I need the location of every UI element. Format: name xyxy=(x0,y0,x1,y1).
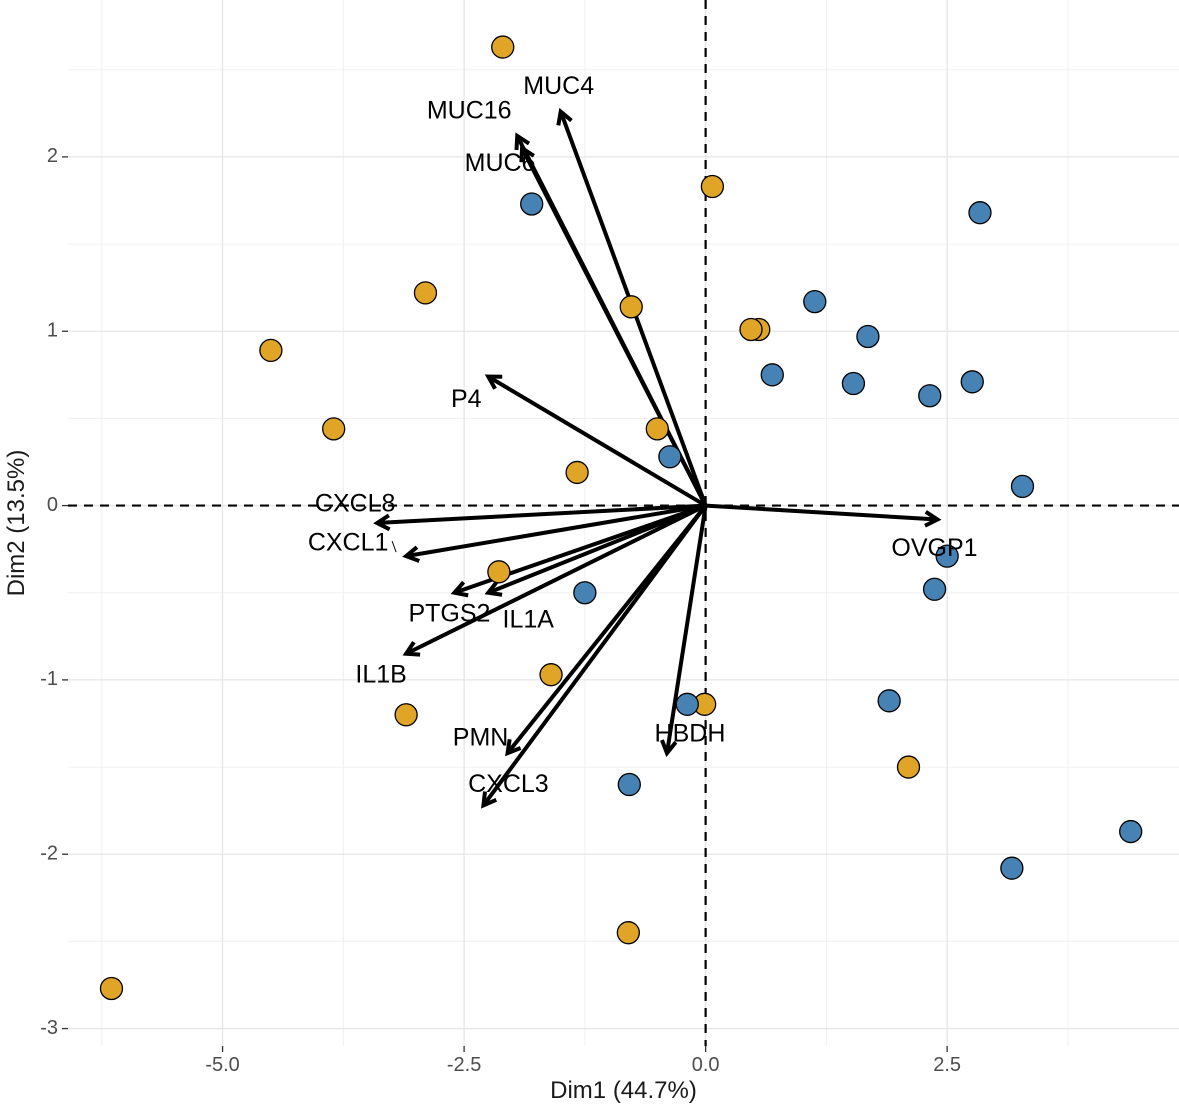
data-point xyxy=(968,201,992,225)
variable-label-il1a: IL1A xyxy=(503,605,555,633)
data-point xyxy=(856,324,880,349)
label-leader-line xyxy=(391,540,397,553)
x-axis-title: Dim1 (44.7%) xyxy=(550,1077,697,1104)
data-point xyxy=(573,581,597,605)
variable-label-hbdh: HBDH xyxy=(655,720,726,748)
data-point xyxy=(896,755,921,779)
y-axis-title: Dim2 (13.5%) xyxy=(3,450,30,597)
data-point xyxy=(619,295,643,319)
y-tick-label: -2 xyxy=(40,843,58,865)
variable-label-cxcl8: CXCL8 xyxy=(315,490,396,518)
variable-label-muc6: MUC6 xyxy=(465,149,536,177)
arrow-shaft xyxy=(487,503,707,595)
data-point xyxy=(803,289,827,314)
variable-label-muc16: MUC16 xyxy=(427,97,512,125)
data-point xyxy=(413,281,438,305)
y-tick-label: 0 xyxy=(47,494,58,516)
arrow-head xyxy=(484,580,503,597)
variable-label-pmn: PMN xyxy=(453,724,509,752)
data-point xyxy=(1010,474,1035,499)
data-point xyxy=(99,976,124,1001)
x-tick-label: -5.0 xyxy=(205,1054,239,1076)
data-point xyxy=(760,363,784,387)
data-point xyxy=(841,371,866,396)
variable-label-cxcl3: CXCL3 xyxy=(468,770,549,798)
data-point xyxy=(565,460,589,485)
arrow-shaft xyxy=(487,374,707,508)
arrow-head xyxy=(402,640,421,657)
arrow-p4 xyxy=(484,374,707,508)
data-point xyxy=(1119,819,1143,844)
arrow-ovgp1 xyxy=(705,503,942,528)
arrow-shaft xyxy=(481,504,708,807)
arrow-head xyxy=(505,738,522,757)
data-point xyxy=(617,772,641,797)
y-tick-label: -3 xyxy=(40,1017,58,1039)
arrow-head xyxy=(660,739,678,758)
data-point xyxy=(394,703,418,727)
arrow-cxcl3 xyxy=(481,504,708,809)
arrow-head xyxy=(514,132,531,151)
data-point xyxy=(918,384,942,408)
data-point xyxy=(960,370,984,394)
arrow-head xyxy=(484,374,503,390)
arrow-cxcl1 xyxy=(402,503,706,563)
arrow-cxcl8 xyxy=(373,503,706,532)
reference-lines xyxy=(68,0,1179,1046)
arrow-muc6 xyxy=(519,144,708,507)
arrow-il1b xyxy=(402,503,707,657)
data-point xyxy=(616,921,640,945)
axis-ticks: -5.0 -2.5 0.0 2.5 -3 -2 -1 0 1 2 xyxy=(40,145,961,1076)
data-point xyxy=(739,317,763,342)
variable-labels: MUC4 MUC16 MUC6 P4 CXCL8 CXCL1 PTGS2 IL1A IL1B PM… xyxy=(308,72,978,798)
x-tick-label: -2.5 xyxy=(447,1054,481,1076)
data-point xyxy=(700,174,725,199)
arrow-head xyxy=(519,144,535,163)
arrow-head xyxy=(481,791,498,809)
data-point xyxy=(658,445,682,469)
data-point xyxy=(322,417,346,441)
arrow-hbdh xyxy=(660,505,708,758)
variable-label-ptgs2: PTGS2 xyxy=(408,599,490,627)
arrow-head xyxy=(373,513,391,532)
arrow-shaft xyxy=(705,503,938,522)
arrow-shaft xyxy=(664,505,708,754)
arrow-head xyxy=(924,510,942,528)
data-point xyxy=(877,689,901,713)
arrow-shaft xyxy=(377,503,706,525)
variable-label-muc4: MUC4 xyxy=(523,72,594,100)
arrow-il1a xyxy=(484,503,707,597)
arrow-shaft xyxy=(520,147,708,507)
y-tick-label: 1 xyxy=(47,320,58,342)
major-gridlines xyxy=(68,0,1179,1046)
arrow-shaft xyxy=(405,503,706,559)
y-tick-label: -1 xyxy=(40,668,58,690)
arrow-head xyxy=(450,580,469,598)
variable-label-p4: P4 xyxy=(451,385,482,413)
data-point xyxy=(675,692,699,716)
arrow-head xyxy=(402,545,420,563)
x-tick-label: 0.0 xyxy=(692,1054,720,1076)
data-point xyxy=(539,663,563,687)
data-point xyxy=(491,35,515,59)
individual-points xyxy=(99,35,1143,1001)
arrow-head xyxy=(556,107,573,126)
variable-label-il1b: IL1B xyxy=(355,660,406,688)
data-point xyxy=(520,192,544,216)
data-point xyxy=(1000,856,1024,880)
y-tick-label: 2 xyxy=(47,145,58,167)
variable-label-ovgp1: OVGP1 xyxy=(891,534,977,562)
x-tick-label: 2.5 xyxy=(933,1054,961,1076)
data-point xyxy=(922,577,947,601)
data-point xyxy=(259,338,283,363)
arrow-shaft xyxy=(405,503,707,656)
data-point xyxy=(935,544,959,568)
variable-label-cxcl1: CXCL1 xyxy=(308,529,389,557)
data-point xyxy=(487,560,511,584)
data-point xyxy=(645,417,669,441)
plot-panel xyxy=(68,0,1179,1046)
variable-arrows xyxy=(373,107,942,809)
